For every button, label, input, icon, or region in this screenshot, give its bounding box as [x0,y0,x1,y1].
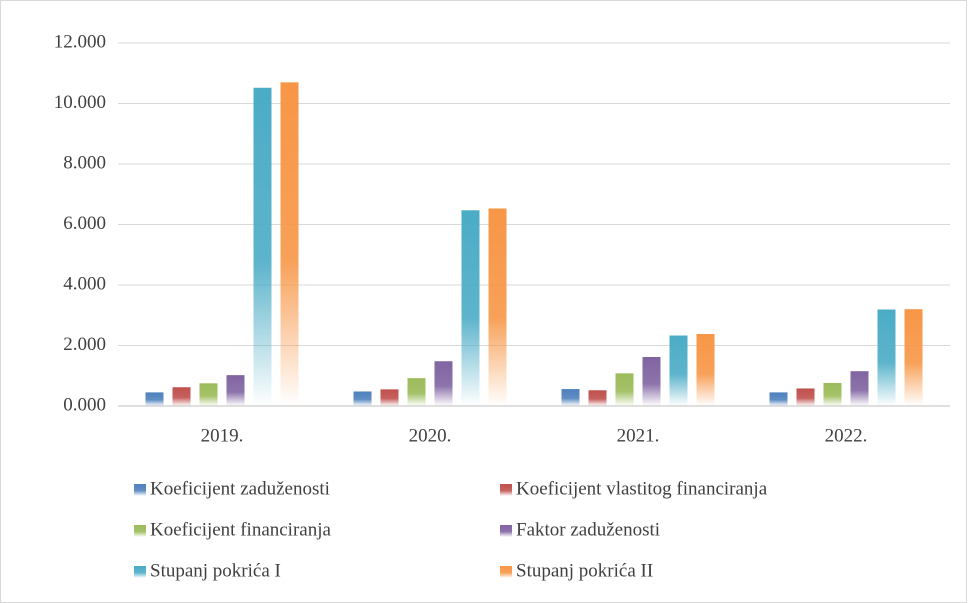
bar [145,392,164,406]
x-tick-label: 2021. [617,425,660,446]
y-tick-label: 12.000 [54,31,106,52]
bar [280,82,299,406]
legend-swatch [500,484,512,496]
legend-swatch [134,566,146,578]
bar [434,361,453,406]
legend-label: Koeficijent vlastitog financiranja [516,478,768,499]
bar [561,389,580,406]
bar [769,392,788,406]
bar [823,383,842,406]
bar [796,388,815,406]
legend-label: Koeficijent financiranja [150,519,332,540]
bar [461,210,480,406]
y-tick-label: 2.000 [63,334,106,355]
bar [877,309,896,406]
bar [696,334,715,406]
bar [407,378,426,406]
bar [380,389,399,406]
bar [172,387,191,406]
legend-swatch [500,525,512,537]
y-tick-label: 0.000 [63,394,106,415]
bar [588,390,607,406]
bar [904,309,923,406]
bar [199,383,218,406]
legend-label: Faktor zaduženosti [516,519,660,540]
y-tick-label: 8.000 [63,152,106,173]
legend-label: Stupanj pokrića I [150,560,281,581]
legend-swatch [134,484,146,496]
legend-label: Stupanj pokrića II [516,560,653,581]
bar [642,356,661,406]
x-tick-label: 2019. [201,425,244,446]
legend-label: Koeficijent zaduženosti [150,478,330,499]
legend-swatch [134,525,146,537]
y-tick-label: 6.000 [63,213,106,234]
bar [850,371,869,406]
bar [353,391,372,406]
x-tick-label: 2020. [409,425,452,446]
bar [669,335,688,406]
bar [488,208,507,406]
legend-swatch [500,566,512,578]
y-tick-label: 10.000 [54,92,106,113]
bar [226,375,245,406]
bar [253,87,272,407]
bar [615,373,634,406]
y-tick-label: 4.000 [63,273,106,294]
x-tick-label: 2022. [825,425,868,446]
